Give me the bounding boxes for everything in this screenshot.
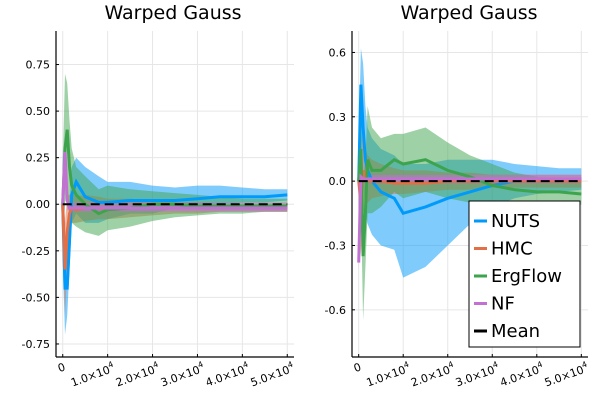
left-x-tick-label-4: 4.0×104 <box>203 360 251 390</box>
right-x-tick-label-1: 1.0×104 <box>364 360 412 390</box>
left-y-tick-label-3: 0.00 <box>26 198 51 211</box>
right-y-tick-label-4: 0.6 <box>329 46 347 59</box>
left-plot-title: Warped Gauss <box>104 2 241 24</box>
left-line-nf <box>61 152 288 210</box>
left-line-nuts <box>61 178 288 290</box>
right-y-tick-label-1: -0.3 <box>325 239 346 252</box>
right-line-nf <box>357 173 582 263</box>
right-y-tick-label-0: -0.6 <box>325 304 346 317</box>
right-plot-area <box>357 48 582 321</box>
left-band-ergflow <box>62 73 288 242</box>
right-x-tick-label-0: 0 <box>352 360 363 375</box>
right-y-tick-label-2: 0.0 <box>329 175 347 188</box>
left-x-tick-label-1: 1.0×104 <box>68 360 116 390</box>
right-legend-label-hmc: HMC <box>491 239 533 260</box>
left-band-nuts <box>62 148 288 335</box>
right-legend-label-ergflow: ErgFlow <box>491 266 562 287</box>
right-x-tick-label-5: 5.0×104 <box>542 360 590 390</box>
right-y-tick-label-3: 0.3 <box>329 111 347 124</box>
left-y-tick-label-4: 0.25 <box>26 152 51 165</box>
left-x-tick-label-2: 2.0×104 <box>113 360 161 390</box>
right-line-ergflow <box>357 148 582 257</box>
right-band-ergflow <box>358 95 582 321</box>
right-legend-box <box>468 200 581 348</box>
left-y-tick-label-2: -0.25 <box>22 245 50 258</box>
left-plot-area <box>61 73 288 335</box>
right-legend: NUTS HMC ErgFlow NF Mean <box>468 200 581 348</box>
right-legend-label-mean: Mean <box>491 321 540 342</box>
right-x-tick-label-4: 4.0×104 <box>498 360 546 390</box>
left-y-tick-label-6: 0.75 <box>26 59 51 72</box>
left-x-tick-label-3: 3.0×104 <box>158 360 206 390</box>
left-y-tick-label-5: 0.50 <box>26 105 51 118</box>
left-plot-panel: Warped Gauss -0.75 -0.50 -0.25 0.00 0.25 0.50… <box>22 2 296 390</box>
left-y-tick-label-0: -0.75 <box>22 338 50 351</box>
right-x-tick-label-2: 2.0×104 <box>409 360 457 390</box>
left-y-tick-label-1: -0.50 <box>22 291 50 304</box>
right-plot-panel: Warped Gauss -0.6 -0.3 0.0 0.3 0.6 0 1.0×104 2.… <box>325 2 590 390</box>
left-x-tick-label-5: 5.0×104 <box>248 360 296 390</box>
right-plot-title: Warped Gauss <box>400 2 537 24</box>
right-legend-label-nuts: NUTS <box>491 211 540 232</box>
left-line-ergflow <box>61 129 288 216</box>
left-x-tick-label-0: 0 <box>56 360 67 375</box>
right-line-hmc <box>357 169 582 203</box>
right-legend-label-nf: NF <box>491 294 515 315</box>
right-x-tick-label-3: 3.0×104 <box>453 360 501 390</box>
